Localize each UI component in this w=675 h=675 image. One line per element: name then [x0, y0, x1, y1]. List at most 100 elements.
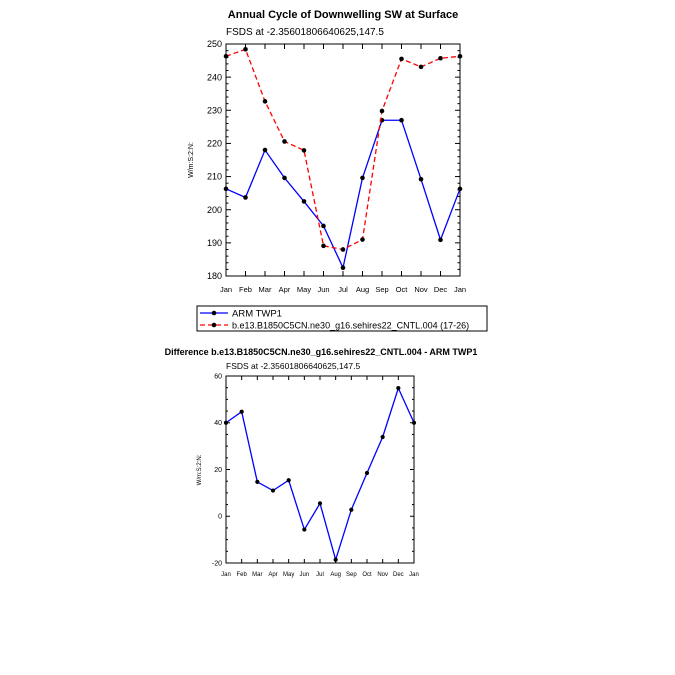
- y-tick-label: 180: [207, 271, 222, 281]
- series-line-1: [225, 48, 461, 251]
- chart1-legend: ARM TWP1 b.e13.B1850C5CN.ne30_g16.sehire…: [196, 305, 488, 332]
- y-tick-label: 60: [214, 373, 222, 380]
- series-1-point: [262, 99, 268, 104]
- x-tick-label: Oct: [396, 285, 409, 294]
- series-0-point: [333, 557, 338, 562]
- x-tick-label: Jan: [409, 572, 419, 578]
- series-0-point: [349, 507, 354, 512]
- series-0-point: [301, 199, 307, 204]
- series-1-point: [379, 108, 385, 114]
- series-0-point: [321, 223, 326, 229]
- series-0-point: [396, 386, 401, 391]
- series-0-point: [255, 479, 260, 484]
- series-0-point: [282, 175, 287, 181]
- x-tick-label: May: [297, 285, 311, 294]
- series-1-point: [243, 47, 248, 52]
- chart2-y-axis: -20 0 20 40 60: [212, 373, 414, 567]
- series-0-point: [364, 470, 370, 476]
- y-tick-label: 20: [214, 467, 222, 474]
- x-tick-label: Jan: [221, 572, 231, 578]
- legend-marker-arm: [211, 310, 217, 316]
- x-tick-label: Mar: [252, 572, 262, 578]
- series-0-point: [302, 527, 307, 532]
- x-tick-label: Mar: [259, 285, 272, 294]
- x-tick-label: Aug: [330, 572, 341, 578]
- series-0-point: [418, 176, 424, 182]
- series-0-point: [262, 147, 268, 153]
- y-tick-label: 200: [207, 205, 222, 215]
- series-0-point: [340, 265, 346, 271]
- x-tick-label: Dec: [393, 572, 404, 578]
- y-tick-label: -20: [212, 560, 222, 567]
- x-tick-label: Sep: [375, 285, 388, 294]
- y-tick-label: 190: [207, 238, 222, 248]
- series-1-point: [399, 56, 404, 62]
- series-1-point: [282, 139, 287, 144]
- x-tick-label: Dec: [434, 285, 448, 294]
- x-tick-label: Sep: [346, 572, 357, 578]
- x-tick-label: May: [283, 572, 294, 578]
- y-tick-label: 0: [218, 514, 222, 521]
- chart1-subtitle: FSDS at -2.35601806640625,147.5: [226, 27, 384, 38]
- series-0-point: [380, 434, 385, 440]
- legend-marker-model: [211, 322, 217, 328]
- series-1-point: [223, 53, 229, 59]
- x-tick-label: Jun: [299, 572, 309, 578]
- series-0-point: [399, 117, 404, 123]
- series-0-point: [457, 186, 463, 192]
- legend-label-model: b.e13.B1850C5CN.ne30_g16.sehires22_CNTL.…: [232, 321, 469, 331]
- series-0-point: [270, 488, 276, 493]
- chart2-title: Difference b.e13.B1850C5CN.ne30_g16.sehi…: [165, 347, 478, 357]
- difference-chart: Difference b.e13.B1850C5CN.ne30_g16.sehi…: [165, 347, 478, 578]
- legend-frame: [196, 305, 488, 332]
- chart1-series: [223, 47, 463, 271]
- chart2-subtitle: FSDS at -2.35601806640625,147.5: [226, 361, 360, 371]
- series-0-point: [243, 195, 248, 200]
- series-1-point: [301, 148, 307, 153]
- series-line-0: [225, 386, 415, 563]
- x-tick-label: Apr: [268, 572, 277, 578]
- y-tick-label: 240: [207, 72, 222, 82]
- x-tick-label: Aug: [356, 285, 369, 294]
- chart1-ylabel: W/m:S:2:N:: [188, 142, 195, 178]
- y-tick-label: 210: [207, 172, 222, 182]
- x-tick-label: Oct: [362, 572, 372, 578]
- annual-cycle-chart: Annual Cycle of Downwelling SW at Surfac…: [188, 9, 466, 294]
- series-0-point: [239, 409, 244, 414]
- series-0-point: [438, 237, 443, 243]
- x-tick-label: Jun: [317, 285, 329, 294]
- x-tick-label: Apr: [279, 285, 291, 294]
- x-tick-label: Feb: [239, 285, 252, 294]
- x-tick-label: Jul: [316, 572, 324, 578]
- series-1-point: [457, 53, 463, 59]
- chart2-series: [223, 386, 417, 563]
- legend-label-arm: ARM TWP1: [232, 309, 282, 320]
- series-0-point: [223, 420, 229, 425]
- chart1-title: Annual Cycle of Downwelling SW at Surfac…: [228, 9, 458, 21]
- series-1-point: [340, 247, 346, 252]
- x-tick-label: Feb: [236, 572, 247, 578]
- series-0-point: [286, 478, 291, 483]
- series-0-point: [317, 501, 323, 506]
- y-tick-label: 220: [207, 139, 222, 149]
- series-0-point: [223, 186, 229, 192]
- chart1-y-axis: 180 190 200 210 220 230 240 250: [207, 39, 460, 281]
- x-tick-label: Jul: [338, 285, 348, 294]
- chart1-x-axis: Jan Feb Mar Apr May Jun Jul Aug Sep Oct Nov Dec Jan: [220, 44, 466, 294]
- series-line-0: [225, 119, 461, 270]
- chart2-ylabel: W/m:S:2:N:: [197, 454, 203, 485]
- chart2-x-axis: Jan Feb Mar Apr May Jun Jul Aug Sep Oct Nov Dec Jan: [221, 376, 419, 578]
- x-tick-label: Nov: [414, 285, 428, 294]
- x-tick-label: Nov: [377, 572, 388, 578]
- series-1-point: [321, 243, 326, 249]
- x-tick-label: Jan: [220, 285, 232, 294]
- series-1-point: [360, 237, 365, 242]
- series-1-point: [418, 64, 424, 70]
- series-0-point: [411, 420, 417, 425]
- y-tick-label: 230: [207, 105, 222, 115]
- series-0-point: [360, 175, 365, 181]
- y-tick-label: 250: [207, 39, 222, 49]
- x-tick-label: Jan: [454, 285, 466, 294]
- y-tick-label: 40: [214, 420, 222, 427]
